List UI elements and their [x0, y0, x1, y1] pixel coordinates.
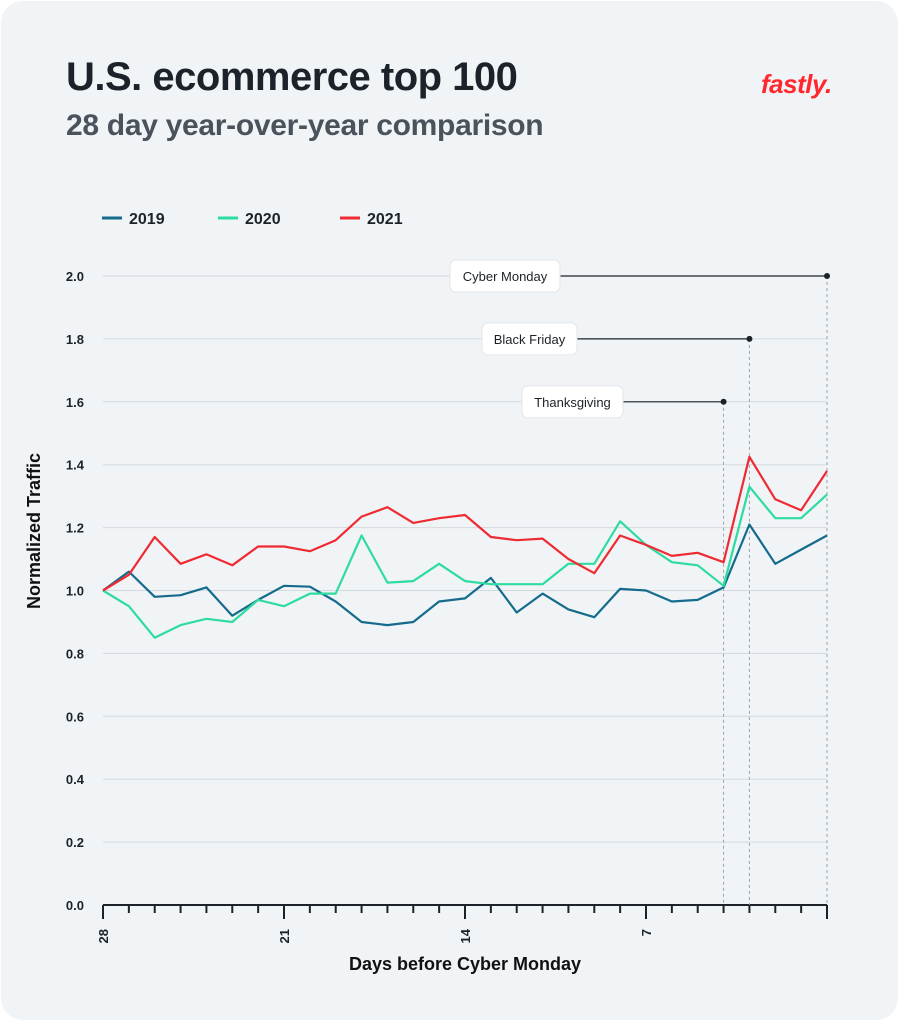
fastly-logo: fastly.	[761, 69, 832, 99]
series-line-2021	[102, 455, 828, 592]
chart-subtitle: 28 day year-over-year comparison	[66, 109, 544, 142]
y-tick-label: 1.6	[66, 395, 84, 410]
y-tick-label: 0.6	[66, 709, 84, 724]
y-tick-label: 1.2	[66, 521, 84, 536]
y-tick-label: 1.4	[66, 458, 85, 473]
annotation-marker	[720, 398, 727, 405]
x-axis-title: Days before Cyber Monday	[349, 954, 581, 974]
y-tick-label: 0.2	[66, 835, 84, 850]
legend-label-2021: 2021	[367, 211, 403, 228]
x-tick-label: 14	[458, 928, 473, 943]
y-tick-label: 2.0	[66, 269, 84, 284]
y-tick-label: 0.8	[66, 646, 84, 661]
annotation-marker	[746, 335, 753, 342]
annotation-box	[449, 259, 561, 293]
y-tick-label: 0.4	[66, 772, 85, 787]
annotation-marker	[824, 273, 830, 279]
legend-label-2019: 2019	[129, 211, 165, 228]
y-tick-label: 1.0	[66, 584, 84, 599]
x-tick-label: 21	[277, 929, 292, 943]
series-line-2020	[102, 485, 828, 639]
chart-title: U.S. ecommerce top 100	[66, 55, 518, 99]
y-tick-label: 1.8	[66, 332, 84, 347]
annotation-box	[521, 385, 624, 419]
series-line-2019	[102, 523, 828, 627]
x-tick-label: 28	[96, 929, 111, 943]
annotation-label: Black Friday	[494, 332, 566, 347]
legend-label-2020: 2020	[245, 211, 281, 228]
y-axis-title: Normalized Traffic	[24, 453, 44, 609]
annotation-label: Thanksgiving	[534, 395, 611, 410]
annotation-label: Cyber Monday	[463, 269, 548, 284]
y-tick-label: 0.0	[66, 898, 84, 913]
annotation-box	[481, 322, 578, 356]
x-tick-label: 7	[639, 929, 654, 936]
